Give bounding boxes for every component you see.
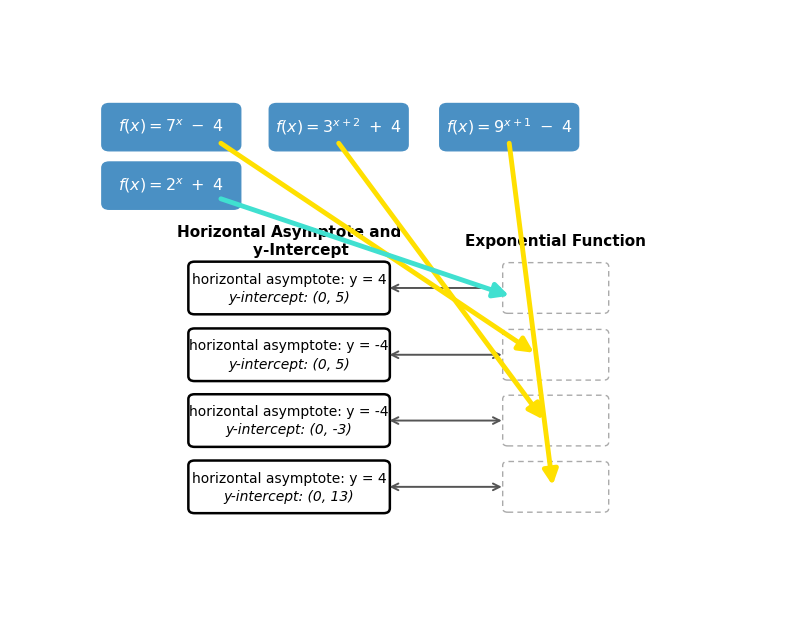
FancyBboxPatch shape (502, 461, 609, 512)
Text: horizontal asymptote: y = 4: horizontal asymptote: y = 4 (192, 472, 386, 486)
Text: y-intercept: (0, 5): y-intercept: (0, 5) (228, 358, 350, 372)
Text: y-intercept: (0, -3): y-intercept: (0, -3) (226, 423, 353, 437)
FancyBboxPatch shape (188, 461, 390, 513)
FancyBboxPatch shape (188, 394, 390, 447)
FancyBboxPatch shape (502, 329, 609, 380)
Text: Horizontal Asymptote and
​        y-Intercept: Horizontal Asymptote and ​ y-Intercept (177, 225, 402, 258)
Text: horizontal asymptote: y = -4: horizontal asymptote: y = -4 (190, 405, 389, 419)
FancyBboxPatch shape (502, 395, 609, 446)
Text: y-intercept: (0, 5): y-intercept: (0, 5) (228, 291, 350, 304)
Text: Exponential Function: Exponential Function (466, 234, 646, 249)
FancyBboxPatch shape (188, 329, 390, 381)
FancyBboxPatch shape (502, 263, 609, 313)
Text: $\mathit{f}(\mathit{x}) = 7^{x}\ -\ 4$: $\mathit{f}(\mathit{x}) = 7^{x}\ -\ 4$ (118, 118, 224, 137)
FancyBboxPatch shape (440, 104, 578, 151)
Text: $\mathit{f}(\mathit{x}) = 2^{x}\ +\ 4$: $\mathit{f}(\mathit{x}) = 2^{x}\ +\ 4$ (118, 177, 224, 195)
Text: horizontal asymptote: y = 4: horizontal asymptote: y = 4 (192, 273, 386, 287)
FancyBboxPatch shape (102, 104, 241, 151)
Text: $\mathit{f}(\mathit{x}) = 3^{x+2}\ +\ 4$: $\mathit{f}(\mathit{x}) = 3^{x+2}\ +\ 4$ (275, 116, 402, 137)
FancyBboxPatch shape (188, 261, 390, 315)
Text: y-intercept: (0, 13): y-intercept: (0, 13) (224, 489, 354, 504)
Text: horizontal asymptote: y = -4: horizontal asymptote: y = -4 (190, 339, 389, 353)
Text: $\mathit{f}(\mathit{x}) = 9^{x+1}\ -\ 4$: $\mathit{f}(\mathit{x}) = 9^{x+1}\ -\ 4$ (446, 116, 573, 137)
FancyBboxPatch shape (102, 162, 241, 210)
FancyBboxPatch shape (270, 104, 408, 151)
